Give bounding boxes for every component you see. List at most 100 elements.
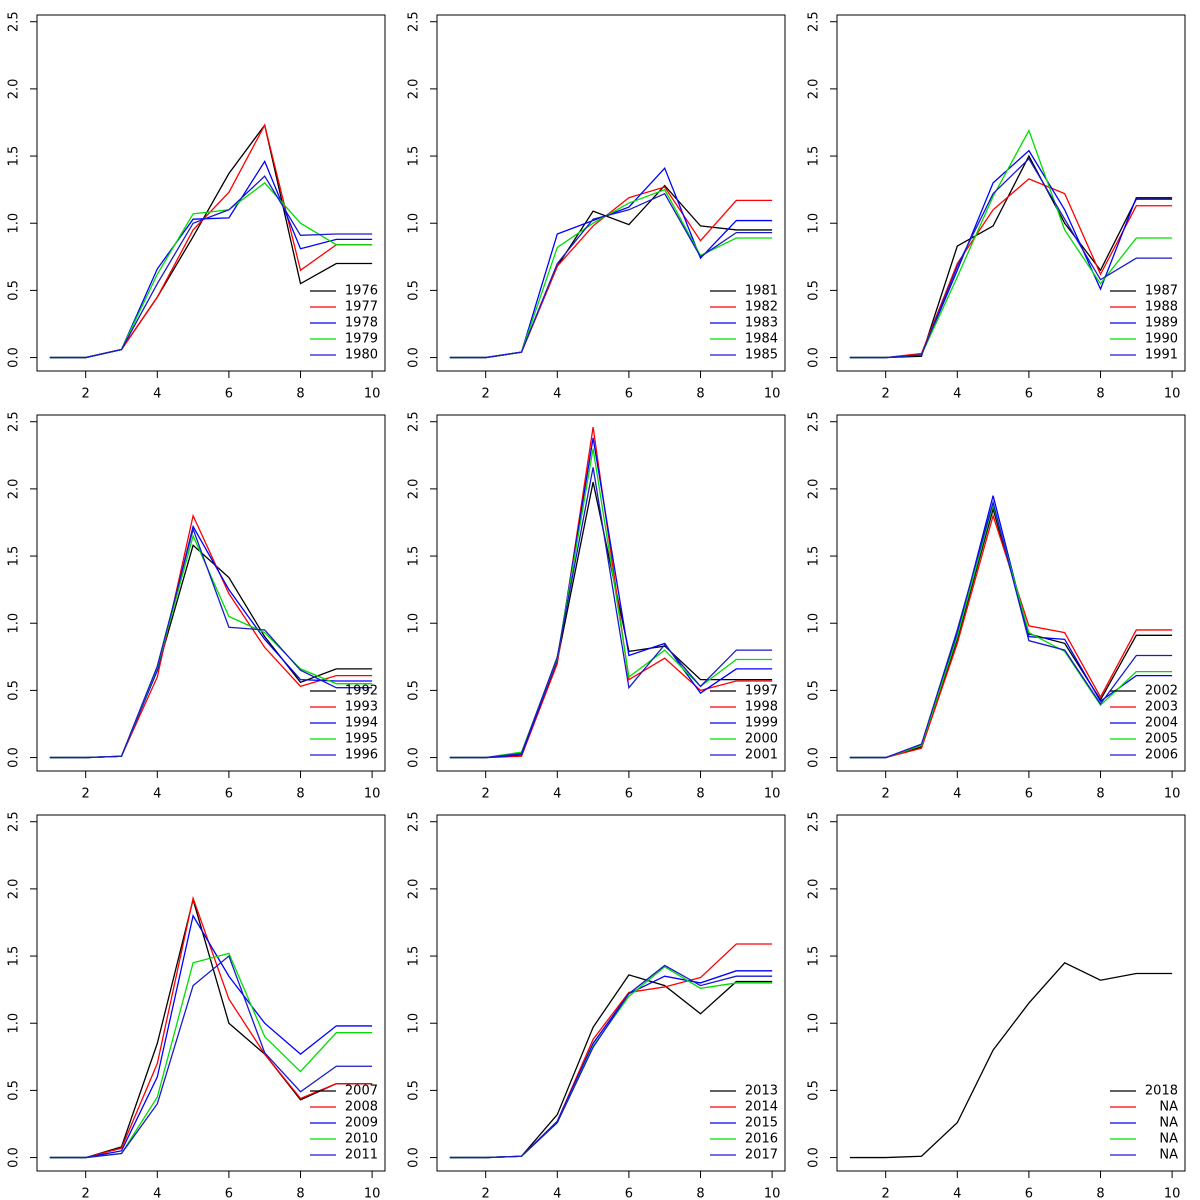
series-line: [49, 952, 373, 1159]
y-tick-label: 0.5: [407, 680, 422, 701]
x-tick-label: 10: [764, 1187, 781, 1200]
legend-label: 2005: [1145, 732, 1178, 747]
plot-box: [36, 14, 386, 372]
legend-label: 1982: [745, 300, 778, 315]
plot-box: [36, 414, 386, 772]
series-line: [49, 914, 373, 1159]
y-tick-label: 0.5: [7, 680, 22, 701]
panel: 2 4 6 8 10 0.0 0.5 1.0 1.5 2.0 2.5 1992199319941995…: [7, 411, 386, 802]
series-line: [49, 527, 373, 759]
x-tick-label: 10: [364, 787, 381, 802]
x-tick-label: 6: [1025, 1187, 1033, 1200]
legend-label: 2007: [345, 1084, 378, 1099]
legend-label: NA: [1159, 1100, 1178, 1115]
y-tick-label: 0.0: [407, 1147, 422, 1168]
x-tick-label: 6: [225, 787, 233, 802]
x-tick-label: 2: [482, 1187, 490, 1200]
series-line: [849, 502, 1173, 759]
y-tick-label: 0.0: [807, 747, 822, 768]
y-tick-label: 0.0: [807, 347, 822, 368]
plot-box: [436, 814, 786, 1172]
x-tick-label: 10: [364, 1187, 381, 1200]
x-tick-label: 4: [553, 387, 561, 402]
y-tick-label: 0.0: [7, 347, 22, 368]
x-tick-label: 8: [696, 787, 704, 802]
series-line: [849, 499, 1173, 759]
series-line: [49, 954, 373, 1159]
y-tick-label: 2.5: [807, 411, 822, 432]
x-tick-label: 8: [296, 1187, 304, 1200]
x-tick-label: 6: [625, 787, 633, 802]
y-tick-label: 0.5: [7, 280, 22, 301]
legend-label: 2006: [1145, 748, 1178, 763]
y-tick-label: 0.0: [7, 747, 22, 768]
x-tick-label: 2: [82, 387, 90, 402]
legend-label: 1988: [1145, 300, 1178, 315]
y-tick-label: 2.0: [7, 479, 22, 500]
legend-label: 2002: [1145, 684, 1178, 699]
y-tick-label: 1.0: [407, 1013, 422, 1034]
panel: 2 4 6 8 10 0.0 0.5 1.0 1.5 2.0 2.5 1981198219831984…: [407, 11, 786, 402]
x-tick-label: 2: [82, 787, 90, 802]
y-tick-label: 2.5: [807, 11, 822, 32]
legend-label: 2004: [1145, 716, 1178, 731]
x-tick-label: 8: [296, 787, 304, 802]
plot-box: [836, 814, 1186, 1172]
series-line: [49, 897, 373, 1159]
y-tick-label: 0.5: [807, 680, 822, 701]
y-tick-label: 2.0: [807, 879, 822, 900]
y-tick-label: 0.5: [407, 1080, 422, 1101]
legend-label: 1999: [745, 716, 778, 731]
legend-label: 1996: [345, 748, 378, 763]
panel: 2 4 6 8 10 0.0 0.5 1.0 1.5 2.0 2.5 2007200820092010…: [7, 811, 386, 1200]
x-tick-label: 6: [225, 1187, 233, 1200]
series-line: [849, 178, 1173, 359]
plot-box: [436, 14, 786, 372]
x-tick-label: 10: [364, 387, 381, 402]
y-tick-label: 2.5: [7, 811, 22, 832]
y-tick-label: 2.5: [407, 411, 422, 432]
panel: 2 4 6 8 10 0.0 0.5 1.0 1.5 2.0 2.5 2002200320042005…: [807, 411, 1186, 802]
x-tick-label: 10: [1164, 787, 1181, 802]
series-line: [49, 160, 373, 359]
y-tick-label: 1.5: [807, 146, 822, 167]
y-tick-label: 0.5: [807, 1080, 822, 1101]
legend-label: 2008: [345, 1100, 378, 1115]
y-tick-label: 2.0: [807, 79, 822, 100]
x-tick-label: 8: [1096, 387, 1104, 402]
x-tick-label: 10: [1164, 387, 1181, 402]
legend-label: 1989: [1145, 316, 1178, 331]
series-line: [49, 175, 373, 359]
x-tick-label: 8: [1096, 1187, 1104, 1200]
y-tick-label: 2.5: [407, 11, 422, 32]
y-tick-label: 1.0: [7, 1013, 22, 1034]
legend-label: 1983: [745, 316, 778, 331]
x-tick-label: 4: [953, 787, 961, 802]
y-tick-label: 1.0: [807, 213, 822, 234]
legend-label: 1985: [745, 348, 778, 363]
x-tick-label: 6: [1025, 387, 1033, 402]
x-tick-label: 10: [764, 787, 781, 802]
x-tick-label: 2: [482, 387, 490, 402]
legend-label: 1991: [1145, 348, 1178, 363]
y-tick-label: 1.5: [407, 946, 422, 967]
legend-label: 2000: [745, 732, 778, 747]
legend-label: 2011: [345, 1148, 378, 1163]
y-tick-label: 2.0: [407, 879, 422, 900]
legend-label: 1977: [345, 300, 378, 315]
plot-box: [36, 814, 386, 1172]
legend-label: 1992: [345, 684, 378, 699]
series-line: [449, 482, 773, 759]
x-tick-label: 4: [953, 1187, 961, 1200]
x-tick-label: 8: [696, 1187, 704, 1200]
y-tick-label: 0.5: [407, 280, 422, 301]
y-tick-label: 1.5: [7, 146, 22, 167]
series-line: [449, 970, 773, 1159]
series-line: [449, 437, 773, 759]
series-line: [449, 192, 773, 359]
legend-label: 2009: [345, 1116, 378, 1131]
y-tick-label: 0.0: [807, 1147, 822, 1168]
legend-label: 1981: [745, 284, 778, 299]
y-tick-label: 0.0: [7, 1147, 22, 1168]
